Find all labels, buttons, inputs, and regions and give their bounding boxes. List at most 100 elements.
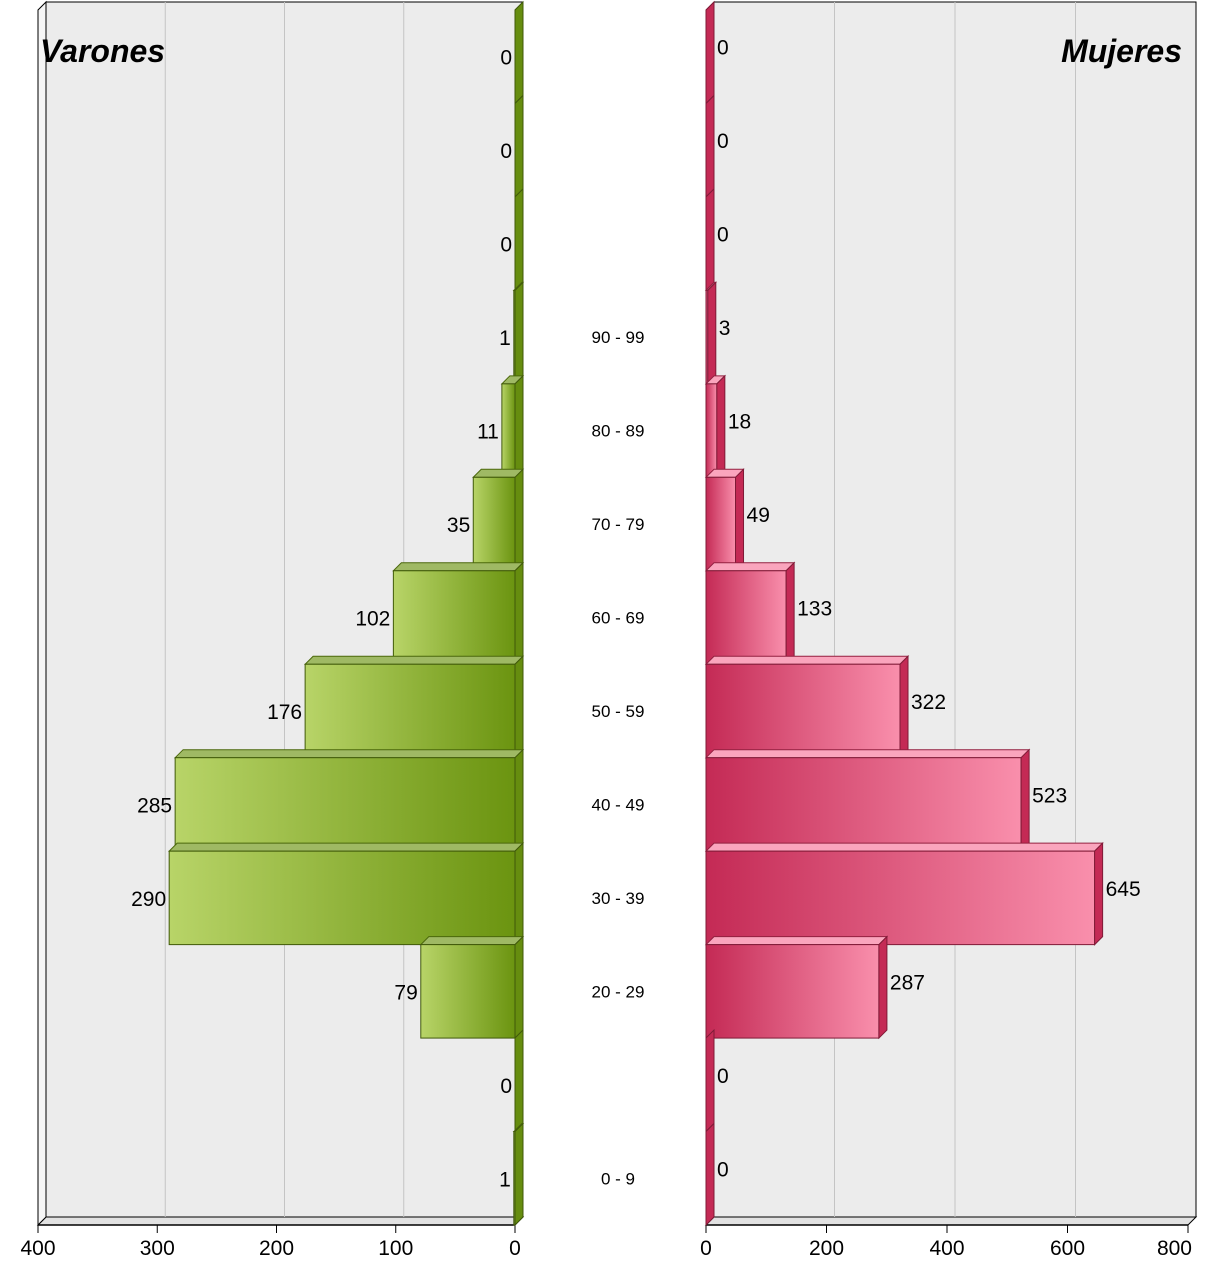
age-group-label: 80 - 89 — [592, 422, 645, 441]
male-value-label: 0 — [500, 140, 512, 163]
female-bar-top — [704, 842, 1104, 852]
female-bar — [705, 850, 1096, 946]
female-bar-side — [878, 935, 888, 1040]
male-plot-sidewall — [37, 0, 47, 1227]
female-value-label: 645 — [1106, 878, 1141, 901]
female-bar — [705, 757, 1022, 852]
female-bar — [705, 476, 737, 572]
female-bar-side — [716, 374, 726, 479]
male-tick-label: 300 — [140, 1237, 175, 1260]
male-bar-side — [514, 655, 524, 759]
male-value-label: 35 — [447, 514, 470, 537]
male-bar-top — [173, 749, 525, 759]
male-value-label: 0 — [500, 47, 512, 70]
age-group-label: 30 - 39 — [592, 889, 645, 908]
male-bar-top — [419, 936, 525, 946]
female-value-label: 0 — [717, 130, 729, 153]
male-bar — [392, 570, 516, 665]
female-bar-top — [704, 936, 889, 946]
age-group-labels: 90 - 99 80 - 89 70 - 79 60 - 69 50 - 59 40 - … — [592, 328, 645, 1188]
male-tick-label: 200 — [259, 1237, 294, 1260]
female-bar-side — [705, 187, 715, 292]
male-bar-side — [514, 374, 524, 479]
male-bar-side — [514, 281, 524, 386]
male-plot-floor — [36, 1216, 525, 1226]
female-tick-label: 400 — [929, 1237, 964, 1260]
female-value-label: 322 — [911, 691, 946, 714]
female-bar-side — [899, 655, 909, 759]
female-plot-floor — [704, 1216, 1198, 1226]
female-bar-side — [1020, 748, 1030, 853]
male-bar-top — [303, 655, 525, 665]
male-value-label: 102 — [355, 608, 390, 631]
male-value-label: 285 — [137, 794, 172, 817]
male-value-label: 290 — [131, 888, 166, 911]
male-value-label: 0 — [500, 234, 512, 257]
male-bar-side — [514, 468, 524, 572]
male-bar — [168, 850, 516, 946]
female-bar-side — [705, 0, 715, 105]
male-bar-side — [514, 748, 524, 853]
male-bar-side — [514, 1028, 524, 1133]
male-value-label: 1 — [499, 327, 511, 350]
age-group-label: 40 - 49 — [592, 795, 645, 814]
female-value-label: 0 — [717, 37, 729, 60]
age-group-label: 20 - 29 — [592, 982, 645, 1001]
female-value-label: 0 — [717, 1158, 729, 1181]
female-bar — [705, 570, 787, 665]
male-value-label: 11 — [477, 421, 499, 444]
female-value-label: 287 — [890, 971, 925, 994]
male-panel-title: Varones — [40, 33, 165, 69]
male-value-label: 79 — [394, 981, 417, 1004]
age-group-label: 0 - 9 — [601, 1169, 635, 1188]
female-value-label: 523 — [1032, 784, 1067, 807]
female-value-label: 49 — [747, 504, 770, 527]
female-value-label: 0 — [717, 224, 729, 247]
female-tick-label: 0 — [700, 1237, 712, 1260]
female-panel-title: Mujeres — [1061, 33, 1182, 69]
male-bar-side — [514, 0, 524, 105]
female-bar-side — [705, 1122, 715, 1227]
male-tick-label: 400 — [20, 1237, 55, 1260]
female-bar-top — [704, 655, 910, 665]
female-bar-side — [785, 561, 795, 666]
female-bar — [705, 944, 880, 1039]
male-bar-side — [514, 841, 524, 946]
male-value-label: 0 — [500, 1075, 512, 1098]
male-bar-side — [514, 1122, 524, 1227]
male-value-label: 1 — [499, 1168, 511, 1191]
male-bar — [420, 944, 516, 1039]
male-bar-top — [167, 842, 525, 852]
female-bar-side — [705, 94, 715, 199]
female-value-label: 0 — [717, 1065, 729, 1088]
female-bar-side — [705, 1028, 715, 1133]
male-bar-side — [514, 187, 524, 292]
male-tick-label: 100 — [378, 1237, 413, 1260]
male-tick-label: 0 — [509, 1237, 521, 1260]
age-group-label: 50 - 59 — [592, 702, 645, 721]
female-bar-top — [704, 562, 796, 572]
male-bar — [501, 383, 516, 478]
age-group-label: 60 - 69 — [592, 609, 645, 628]
female-value-label: 133 — [797, 598, 832, 621]
male-bar — [174, 757, 516, 852]
female-tick-label: 600 — [1050, 1237, 1085, 1260]
male-bar-top — [392, 562, 525, 572]
female-bar-side — [1094, 841, 1104, 946]
male-bar — [304, 663, 516, 759]
male-bar-side — [514, 94, 524, 199]
male-bar-side — [514, 935, 524, 1040]
female-tick-label: 200 — [809, 1237, 844, 1260]
male-bar — [472, 476, 516, 572]
age-group-label: 70 - 79 — [592, 515, 645, 534]
female-tick-label: 800 — [1157, 1237, 1192, 1260]
female-bar — [705, 663, 901, 759]
female-bar — [705, 383, 718, 478]
female-value-label: 18 — [728, 411, 751, 434]
male-bar-side — [514, 561, 524, 666]
female-bar-side — [707, 281, 717, 386]
female-panel: 0 200 400 600 800 0 0 0 3 18 49 133 322 523 645 287 0 0 — [700, 0, 1198, 1260]
female-value-label: 3 — [719, 317, 731, 340]
